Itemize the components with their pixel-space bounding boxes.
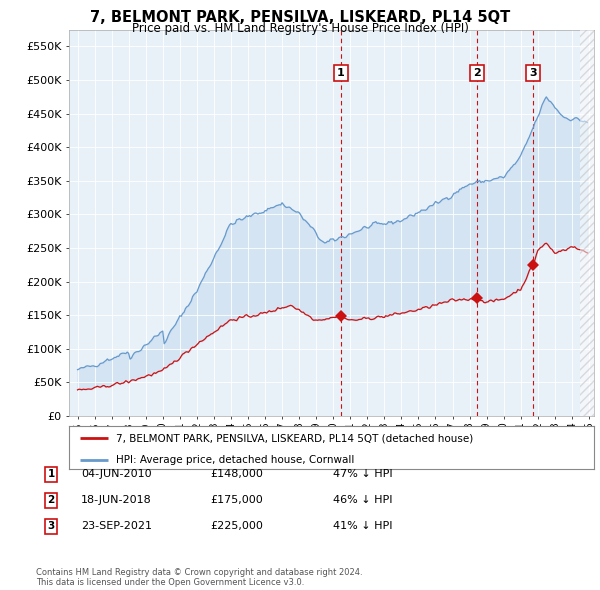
Text: Price paid vs. HM Land Registry's House Price Index (HPI): Price paid vs. HM Land Registry's House … — [131, 22, 469, 35]
Text: 47% ↓ HPI: 47% ↓ HPI — [333, 470, 392, 479]
Text: 7, BELMONT PARK, PENSILVA, LISKEARD, PL14 5QT: 7, BELMONT PARK, PENSILVA, LISKEARD, PL1… — [90, 10, 510, 25]
Text: 2: 2 — [47, 496, 55, 505]
Text: 1: 1 — [47, 470, 55, 479]
Text: £148,000: £148,000 — [210, 470, 263, 479]
Text: 1: 1 — [337, 68, 344, 78]
Text: £225,000: £225,000 — [210, 522, 263, 531]
Text: 3: 3 — [47, 522, 55, 531]
Text: 7, BELMONT PARK, PENSILVA, LISKEARD, PL14 5QT (detached house): 7, BELMONT PARK, PENSILVA, LISKEARD, PL1… — [116, 433, 473, 443]
Text: HPI: Average price, detached house, Cornwall: HPI: Average price, detached house, Corn… — [116, 454, 355, 464]
Text: 18-JUN-2018: 18-JUN-2018 — [81, 496, 152, 505]
Text: Contains HM Land Registry data © Crown copyright and database right 2024.
This d: Contains HM Land Registry data © Crown c… — [36, 568, 362, 587]
Text: 2: 2 — [473, 68, 481, 78]
Text: 3: 3 — [529, 68, 537, 78]
Text: 41% ↓ HPI: 41% ↓ HPI — [333, 522, 392, 531]
Text: 23-SEP-2021: 23-SEP-2021 — [81, 522, 152, 531]
Text: 04-JUN-2010: 04-JUN-2010 — [81, 470, 152, 479]
Bar — [580, 30, 594, 416]
Text: £175,000: £175,000 — [210, 496, 263, 505]
Text: 46% ↓ HPI: 46% ↓ HPI — [333, 496, 392, 505]
